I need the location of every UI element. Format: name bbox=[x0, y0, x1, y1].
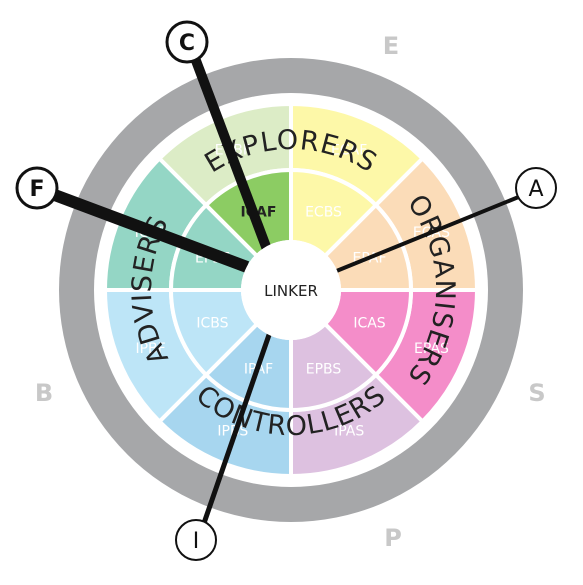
pointer-c-badge bbox=[165, 20, 209, 64]
pointer-a-label: A bbox=[528, 177, 543, 202]
segment-label-ipas: IPAS bbox=[334, 423, 364, 439]
pointer-c: C bbox=[165, 20, 273, 254]
pole-letter-e: E bbox=[383, 32, 399, 60]
pointer-i-badge bbox=[175, 519, 217, 561]
pointer-i: I bbox=[175, 331, 273, 561]
pointer-f-label: F bbox=[29, 177, 44, 202]
pointer-f: F bbox=[15, 166, 250, 273]
segment-label-epbs: EPBS bbox=[306, 362, 342, 378]
segment-label-epas: EPAS bbox=[414, 341, 449, 357]
segment-label-icas: ICAS bbox=[353, 316, 385, 332]
pointer-a: A bbox=[333, 167, 557, 274]
center-hub bbox=[241, 240, 341, 340]
segment-label-icbs: ICBS bbox=[196, 316, 228, 332]
pointer-f-badge bbox=[15, 166, 59, 210]
segment-label-ipbs: IPBS bbox=[217, 423, 248, 439]
pointer-i-line bbox=[200, 331, 273, 527]
pointer-a-line bbox=[333, 194, 522, 274]
center-label: LINKER bbox=[264, 282, 318, 300]
segment-label-ipbf: IPBF bbox=[135, 341, 165, 357]
pointer-f-line bbox=[49, 188, 250, 273]
pole-letter-b: B bbox=[35, 379, 53, 407]
pointer-a-badge bbox=[515, 167, 557, 209]
pointer-c-line bbox=[187, 48, 273, 254]
pole-letter-s: S bbox=[528, 379, 545, 407]
pointer-i-label: I bbox=[193, 529, 200, 554]
segment-label-ecaf: ECAF bbox=[331, 143, 367, 159]
pointers: C A I F bbox=[15, 20, 557, 561]
pointer-c-label: C bbox=[179, 31, 195, 56]
pole-letter-p: P bbox=[384, 524, 402, 552]
segment-label-ecbs: ECBS bbox=[305, 204, 342, 220]
